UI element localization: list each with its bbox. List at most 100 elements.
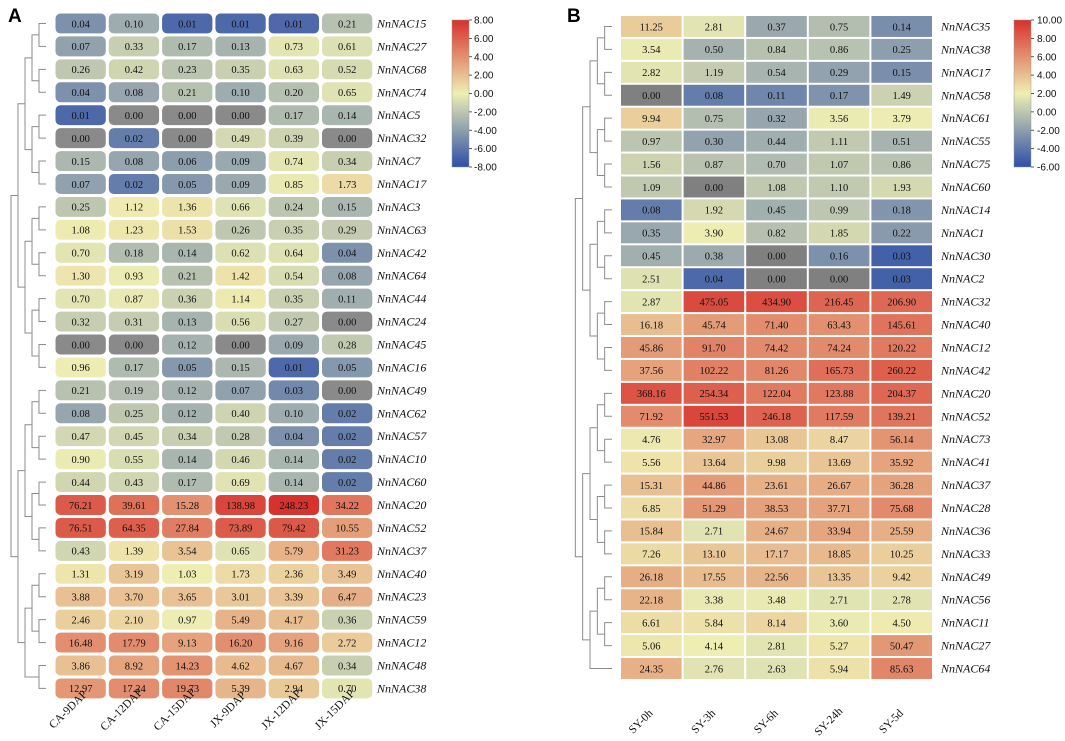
cell-value-label: 0.87 bbox=[125, 294, 143, 305]
heatmap-cell bbox=[108, 632, 160, 653]
heatmap-cell bbox=[621, 61, 682, 83]
heatmap-cell bbox=[162, 495, 213, 515]
heatmap-cell bbox=[683, 38, 745, 60]
heatmap-cell bbox=[162, 517, 213, 538]
heatmap-cell bbox=[108, 586, 160, 607]
heatmap-cell bbox=[871, 291, 932, 313]
heatmap-cell bbox=[683, 268, 745, 290]
dendrogram-branch bbox=[24, 424, 32, 517]
row-label: NnNAC3 bbox=[376, 200, 420, 214]
heatmap-cell bbox=[162, 655, 213, 676]
heatmap-cell bbox=[683, 382, 745, 404]
heatmap-cell bbox=[268, 82, 319, 103]
heatmap-cell bbox=[55, 357, 106, 378]
cell-value-label: 0.34 bbox=[338, 661, 357, 672]
cell-value-label: 1.31 bbox=[71, 570, 89, 581]
dendrogram-branch bbox=[604, 255, 612, 280]
heatmap-cell bbox=[162, 151, 213, 172]
row-label: NnNAC12 bbox=[376, 636, 426, 650]
heatmap-cell bbox=[322, 357, 373, 378]
row-label: NnNAC35 bbox=[940, 19, 990, 33]
row-label: NnNAC32 bbox=[376, 131, 426, 145]
cell-value-label: 2.94 bbox=[285, 684, 304, 695]
heatmap-cell bbox=[108, 265, 160, 286]
cell-value-label: 2.76 bbox=[705, 664, 723, 675]
heatmap-cell bbox=[683, 566, 745, 588]
heatmap-cell bbox=[871, 268, 932, 290]
heatmap-cell bbox=[322, 128, 373, 149]
heatmap-cell bbox=[322, 472, 373, 493]
heatmap-cell bbox=[268, 151, 319, 172]
cell-value-label: 0.00 bbox=[125, 111, 143, 122]
row-label: NnNAC24 bbox=[376, 315, 426, 329]
cell-value-label: 0.05 bbox=[338, 363, 356, 374]
cell-value-label: 32.97 bbox=[702, 435, 726, 446]
row-label: NnNAC68 bbox=[376, 62, 426, 76]
heatmap-cell bbox=[621, 16, 682, 37]
dendrogram-branch bbox=[604, 622, 612, 647]
cell-value-label: 9.94 bbox=[642, 114, 661, 125]
heatmap-cell bbox=[808, 314, 870, 336]
heatmap-cell bbox=[746, 268, 807, 290]
heatmap-cell bbox=[268, 105, 319, 126]
cell-value-label: 0.01 bbox=[285, 363, 303, 374]
dendrogram-branch bbox=[38, 619, 46, 644]
heatmap-cell bbox=[55, 334, 106, 355]
heatmap-cell bbox=[108, 403, 160, 424]
heatmap-cell bbox=[55, 174, 106, 194]
cell-value-label: 0.65 bbox=[338, 88, 356, 99]
heatmap-cell bbox=[808, 359, 870, 381]
cell-value-label: 2.82 bbox=[642, 68, 660, 79]
cell-value-label: 0.17 bbox=[285, 111, 303, 122]
cell-value-label: 2.63 bbox=[767, 664, 785, 675]
dendrogram-branch bbox=[38, 665, 46, 689]
heatmap-cell bbox=[215, 540, 266, 561]
cell-value-label: 24.35 bbox=[639, 664, 663, 675]
cell-value-label: 35.92 bbox=[890, 458, 914, 469]
heatmap-cell bbox=[683, 153, 745, 175]
row-label: NnNAC16 bbox=[376, 360, 426, 374]
cell-value-label: 0.22 bbox=[893, 229, 911, 240]
heatmap-cell bbox=[268, 609, 319, 630]
heatmap-cell bbox=[683, 199, 745, 221]
heatmap-cell bbox=[268, 174, 319, 194]
heatmap-cell bbox=[322, 563, 373, 584]
heatmap-cell bbox=[621, 268, 682, 290]
cell-value-label: 1.93 bbox=[893, 183, 911, 194]
heatmap-cell bbox=[683, 291, 745, 313]
cell-value-label: 0.00 bbox=[338, 134, 356, 145]
heatmap-cell bbox=[55, 311, 106, 332]
heatmap-cell bbox=[746, 359, 807, 381]
heatmap-cell bbox=[108, 128, 160, 149]
cell-value-label: 0.33 bbox=[125, 42, 143, 53]
heatmap-cell bbox=[322, 495, 373, 515]
heatmap-cell bbox=[621, 589, 682, 611]
heatmap-cell bbox=[746, 222, 807, 244]
dendrogram-branch bbox=[31, 309, 39, 357]
dendrogram-branch bbox=[17, 470, 25, 644]
heatmap-cell bbox=[215, 586, 266, 607]
cell-value-label: 2.78 bbox=[893, 596, 911, 607]
heatmap-cell bbox=[621, 245, 682, 267]
cell-value-label: 5.56 bbox=[642, 458, 660, 469]
cell-value-label: 6.61 bbox=[642, 618, 660, 629]
heatmap-cell bbox=[268, 13, 319, 34]
heatmap-cell bbox=[55, 563, 106, 584]
cell-value-label: 2.81 bbox=[705, 22, 723, 33]
heatmap-cell bbox=[162, 563, 213, 584]
cell-value-label: 0.05 bbox=[178, 363, 196, 374]
dendrogram-branch bbox=[38, 252, 46, 277]
heatmap-cell bbox=[683, 176, 745, 198]
row-label: NnNAC40 bbox=[376, 567, 426, 581]
row-label: NnNAC38 bbox=[940, 42, 990, 56]
cell-value-label: 0.10 bbox=[285, 409, 303, 420]
dendrogram-branch bbox=[24, 240, 32, 334]
row-label: NnNAC63 bbox=[376, 223, 426, 237]
colorbar-tick-label: -6.00 bbox=[1037, 163, 1060, 174]
cell-value-label: 4.76 bbox=[642, 435, 660, 446]
cell-value-label: 0.64 bbox=[285, 249, 304, 260]
heatmap-cell bbox=[215, 678, 266, 699]
heatmap-cell bbox=[871, 566, 932, 588]
row-label: NnNAC42 bbox=[376, 246, 426, 260]
cell-value-label: 3.54 bbox=[642, 45, 661, 56]
